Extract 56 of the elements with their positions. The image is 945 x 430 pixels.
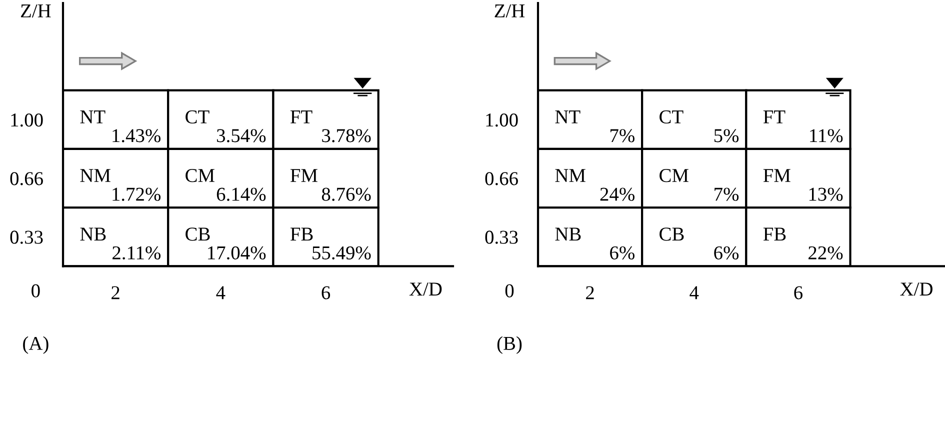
y-tick-label: 0.33 (10, 230, 43, 244)
data-label: 22% (808, 246, 843, 260)
x-tick-label: 2 (112, 286, 120, 300)
annotation: NT (80, 110, 106, 124)
annotation: FB (763, 228, 786, 241)
annotation: FT (290, 110, 312, 124)
y-axis-title: Z/H (20, 4, 51, 18)
x-axis-title: X/D (900, 282, 932, 296)
data-label: 7% (714, 188, 739, 201)
y-tick-label: 0.66 (10, 172, 43, 186)
data-label: 5% (714, 129, 739, 142)
annotation: NT (555, 110, 580, 124)
data-label: 8.76% (322, 188, 371, 201)
annotation: CB (186, 228, 210, 241)
data-label: 11% (810, 129, 843, 142)
x-tick-label: 4 (216, 286, 226, 300)
data-label: 13% (809, 188, 843, 201)
y-axis-title: Z/H (494, 4, 525, 18)
text: (B) (497, 336, 522, 354)
annotation: CT (186, 110, 210, 124)
annotation: FT (763, 110, 786, 124)
data-label: 3.54% (217, 129, 266, 142)
data-label: 3.78% (322, 129, 371, 142)
x-tick-label: 2 (586, 286, 594, 300)
annotation: FB (290, 228, 313, 241)
annotation: CB (660, 228, 684, 241)
y-tick-label: 0.66 (485, 172, 518, 186)
data-label: 55.49% (312, 246, 371, 260)
annotation: NM (555, 169, 586, 182)
annotation: CT (660, 110, 684, 124)
data-label: 6% (610, 246, 634, 260)
annotation: FM (763, 169, 790, 182)
annotation: NM (80, 169, 110, 182)
x-tick-label: 6 (322, 286, 330, 300)
data-label: 24% (600, 188, 634, 201)
data-label: 17.04% (208, 246, 266, 260)
x-tick-label: 6 (794, 286, 803, 300)
x-axis-title: X/D (409, 282, 442, 296)
x-tick-label: 4 (690, 286, 699, 300)
data-label: 1.72% (112, 188, 161, 201)
annotation: FM (290, 169, 318, 182)
data-label: 1.43% (112, 129, 161, 142)
data-label: 6.14% (216, 188, 266, 201)
data-label: 2.11% (112, 246, 161, 260)
annotation: NB (80, 228, 106, 241)
y-tick-label: 1.00 (11, 113, 43, 127)
annotation: CM (660, 169, 688, 182)
data-label: 7% (610, 129, 634, 142)
text: (A) (23, 336, 48, 354)
text: 0 (32, 284, 40, 298)
annotation: NB (555, 228, 581, 241)
y-tick-label: 1.00 (486, 113, 518, 127)
text: 0 (505, 284, 514, 298)
y-tick-label: 0.33 (485, 230, 518, 244)
annotation: CM (186, 169, 214, 182)
data-label: 6% (714, 246, 739, 260)
